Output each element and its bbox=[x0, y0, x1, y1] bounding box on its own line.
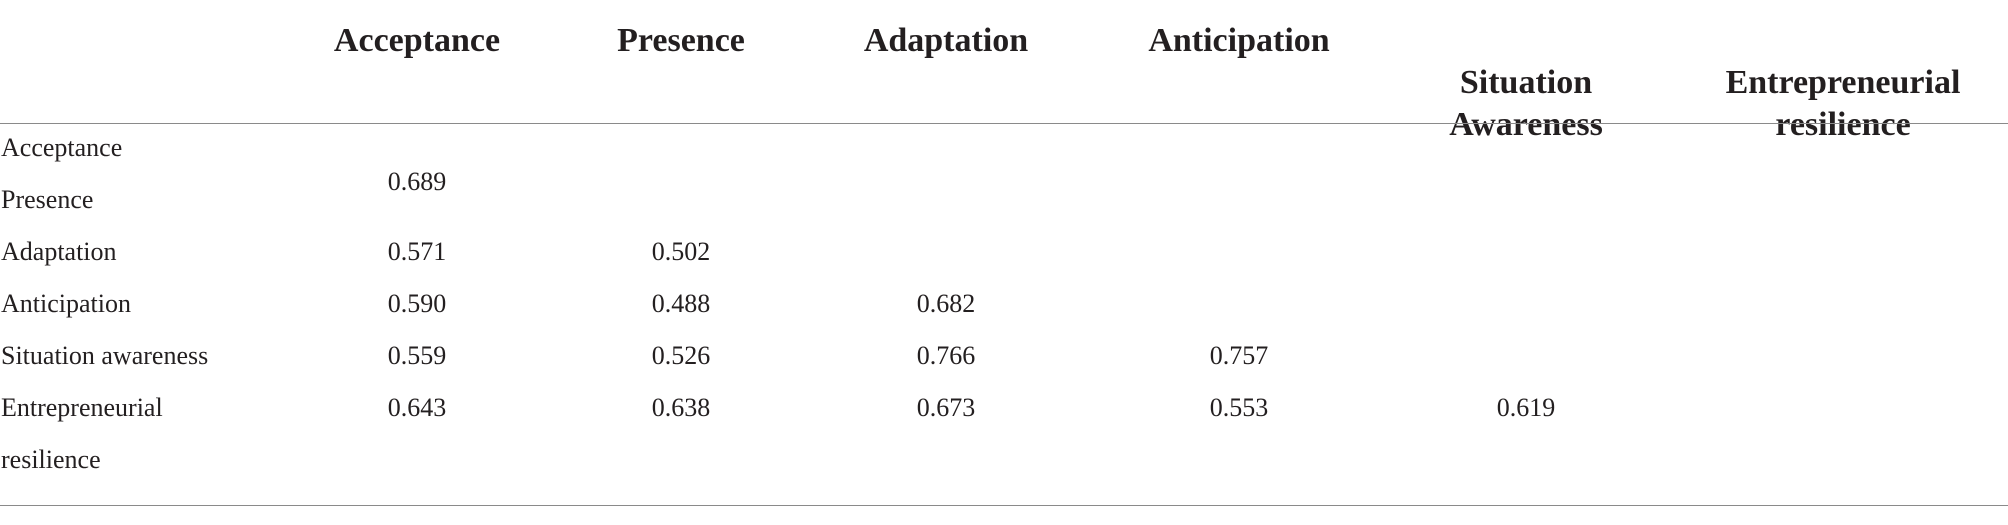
row-label-acceptance: Acceptance bbox=[1, 133, 123, 162]
cell-adaptation-presence: 0.502 bbox=[651, 237, 711, 266]
cell-situation-awareness-acceptance: 0.559 bbox=[387, 341, 447, 370]
cell-presence-acceptance: 0.689 bbox=[387, 167, 447, 196]
column-header-entrepreneurial-resilience-label: Entrepreneurial resilience bbox=[1725, 64, 1961, 143]
cell-entrepreneurial-resilience-situation-awareness: 0.619 bbox=[1496, 393, 1556, 422]
bottom-divider bbox=[0, 505, 2008, 506]
column-header-acceptance: Acceptance bbox=[333, 22, 501, 59]
cell-situation-awareness-presence: 0.526 bbox=[651, 341, 711, 370]
row-label-adaptation: Adaptation bbox=[1, 237, 117, 266]
cell-entrepreneurial-resilience-anticipation: 0.553 bbox=[1209, 393, 1269, 422]
column-header-anticipation: Anticipation bbox=[1148, 22, 1330, 59]
cell-anticipation-presence: 0.488 bbox=[651, 289, 711, 318]
row-label-entrepreneurial-resilience: Entrepreneurial resilience bbox=[1, 393, 163, 474]
column-header-situation-awareness-label: Situation Awareness bbox=[1449, 64, 1603, 143]
cell-situation-awareness-anticipation: 0.757 bbox=[1209, 341, 1269, 370]
cell-entrepreneurial-resilience-adaptation: 0.673 bbox=[916, 393, 976, 422]
cell-entrepreneurial-resilience-presence: 0.638 bbox=[651, 393, 711, 422]
column-header-entrepreneurial-resilience: Entrepreneurial resilience bbox=[1726, 20, 1961, 146]
column-header-adaptation: Adaptation bbox=[863, 22, 1029, 59]
column-header-situation-awareness: Situation Awareness bbox=[1449, 20, 1603, 146]
cell-anticipation-adaptation: 0.682 bbox=[916, 289, 976, 318]
cell-entrepreneurial-resilience-acceptance: 0.643 bbox=[387, 393, 447, 422]
header-divider bbox=[0, 123, 2008, 124]
cell-anticipation-acceptance: 0.590 bbox=[387, 289, 447, 318]
column-header-presence: Presence bbox=[617, 22, 745, 59]
cell-situation-awareness-adaptation: 0.766 bbox=[916, 341, 976, 370]
row-label-situation-awareness: Situation awareness bbox=[1, 341, 209, 370]
row-label-presence: Presence bbox=[1, 185, 94, 214]
cell-adaptation-acceptance: 0.571 bbox=[387, 237, 447, 266]
row-label-anticipation: Anticipation bbox=[1, 289, 131, 318]
